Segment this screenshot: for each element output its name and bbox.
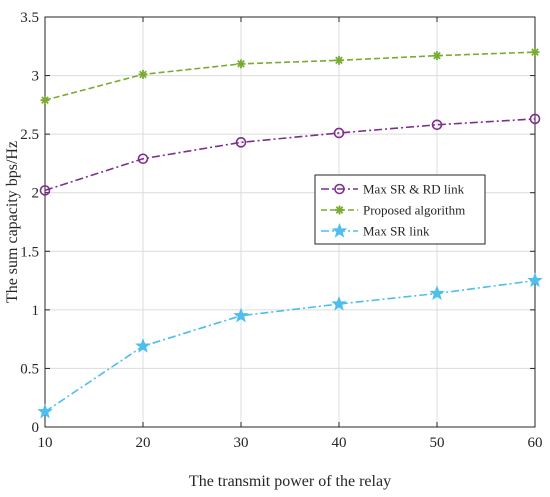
data-point-marker <box>529 113 541 125</box>
series-group <box>40 47 540 105</box>
x-tick-label: 10 <box>38 435 53 451</box>
data-point-marker <box>235 137 247 148</box>
y-tick-label: 3.5 <box>20 10 39 26</box>
data-point-marker <box>137 153 149 165</box>
data-point-marker <box>432 51 442 61</box>
data-point-marker <box>135 338 151 353</box>
data-point-marker <box>431 119 443 131</box>
series-line <box>44 118 536 192</box>
y-tick-label: 3 <box>32 69 40 85</box>
data-point-marker <box>138 69 148 79</box>
plot-area-frame <box>44 16 536 428</box>
y-tick-label: 1 <box>32 303 40 319</box>
series-group <box>37 47 543 419</box>
y-tick-label: 0 <box>32 420 40 436</box>
data-point-marker <box>39 185 51 196</box>
legend: Max SR & RD link Proposed algorithm Max SR… <box>314 174 486 245</box>
y-axis-title: The sum capacity bps/Hz <box>4 141 21 303</box>
series-group <box>37 272 543 419</box>
legend-marker <box>334 183 345 195</box>
axis-ticks: 10 20 30 40 50 60 0 0.5 1 1.5 2 2.5 3 3.5 <box>20 10 542 451</box>
legend-label: Max SR & RD link <box>363 182 465 197</box>
data-point-marker <box>40 95 50 105</box>
data-point-marker <box>333 127 345 139</box>
x-tick-label: 20 <box>136 435 151 451</box>
legend-marker <box>335 205 344 215</box>
y-tick-label: 0.5 <box>20 361 39 377</box>
series-line <box>44 51 536 101</box>
x-tick-label: 40 <box>332 435 347 451</box>
y-tick-label: 2 <box>32 186 40 202</box>
y-tick-label: 1.5 <box>20 244 39 260</box>
data-point-marker <box>37 403 53 419</box>
series-line <box>44 279 536 413</box>
data-point-marker <box>530 47 540 57</box>
x-axis-title: The transmit power of the relay <box>189 473 391 490</box>
legend-label: Max SR link <box>363 224 430 239</box>
data-point-marker <box>429 285 445 301</box>
series-group <box>39 113 541 196</box>
data-point-marker <box>331 295 347 311</box>
x-tick-label: 60 <box>528 435 543 451</box>
legend-marker <box>331 222 348 238</box>
data-point-marker <box>236 59 246 69</box>
data-point-marker <box>334 55 344 65</box>
data-point-marker <box>233 307 249 323</box>
x-tick-label: 30 <box>234 435 249 451</box>
x-tick-label: 50 <box>430 435 445 451</box>
data-point-marker <box>527 272 543 288</box>
y-tick-label: 2.5 <box>20 127 39 143</box>
legend-label: Proposed algorithm <box>363 203 465 218</box>
